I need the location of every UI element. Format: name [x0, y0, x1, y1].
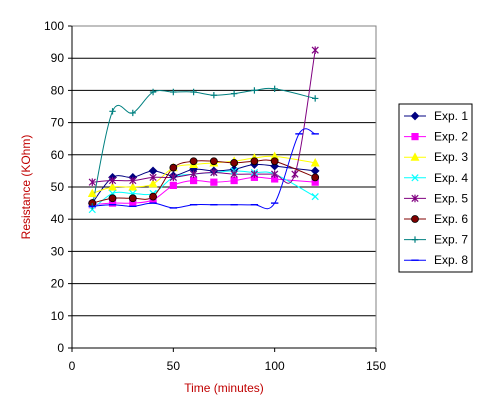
data-point-exp-5: [108, 176, 117, 185]
legend-entries: Exp. 1 Exp. 2 Exp. 3 Exp. 4 Exp. 5 Exp. 6 Exp.…: [404, 109, 468, 267]
legend-marker-exp-2: [411, 132, 419, 141]
data-point-exp-3: [310, 157, 320, 167]
data-point-exp-5: [129, 176, 137, 185]
data-point-exp-6: [230, 158, 239, 167]
legend-label: Exp. 3: [434, 150, 468, 164]
legend-item-exp-5: Exp. 5: [404, 191, 468, 205]
data-point-exp-5: [291, 170, 299, 178]
y-tick-label: 30: [51, 244, 65, 258]
data-point-exp-2: [210, 178, 218, 186]
data-point-exp-3: [148, 178, 158, 188]
data-point-exp-5: [311, 46, 319, 54]
data-point-exp-6: [108, 194, 117, 203]
data-point-exp-6: [128, 194, 137, 203]
series-markers: [87, 46, 320, 214]
legend-label: Exp. 7: [434, 233, 468, 247]
legend-item-exp-3: Exp. 3: [404, 150, 468, 164]
y-tick-label: 20: [51, 277, 65, 291]
legend-label: Exp. 4: [434, 171, 468, 185]
data-point-exp-3: [87, 188, 97, 198]
data-point-exp-7: [271, 85, 278, 92]
data-point-exp-1: [270, 161, 280, 171]
data-point-exp-6: [311, 173, 320, 182]
data-point-exp-7: [129, 109, 136, 117]
legend-item-exp-4: Exp. 4: [404, 171, 468, 185]
data-point-exp-2: [230, 176, 238, 185]
legend-label: Exp. 8: [434, 253, 468, 267]
legend-item-exp-6: Exp. 6: [404, 212, 468, 226]
data-point-exp-5: [230, 170, 238, 178]
legend-marker-exp-5: [411, 194, 419, 203]
data-point-exp-7: [190, 88, 197, 96]
data-point-exp-6: [250, 157, 259, 166]
data-point-exp-6: [189, 157, 198, 166]
data-point-exp-6: [209, 157, 218, 166]
x-tick-label: 150: [366, 359, 386, 373]
y-tick-labels: 0 10 20 30 40 50 60 70 80 90 100: [44, 19, 64, 355]
legend-label: Exp. 1: [434, 109, 468, 123]
x-tick-label: 50: [167, 359, 181, 373]
data-point-exp-2: [189, 176, 198, 185]
x-tick-label: 0: [69, 359, 76, 373]
data-point-exp-7: [109, 108, 116, 115]
legend-item-exp-1: Exp. 1: [404, 109, 468, 123]
x-tick-label: 100: [265, 359, 285, 373]
y-tick-label: 70: [51, 116, 65, 130]
y-tick-label: 60: [51, 148, 65, 162]
y-tick-label: 100: [44, 19, 64, 33]
data-point-exp-5: [169, 173, 177, 182]
data-point-exp-7: [210, 92, 218, 99]
data-point-exp-6: [169, 163, 178, 172]
data-point-exp-5: [189, 170, 198, 178]
data-point-exp-7: [149, 88, 157, 96]
y-axis-title: Resistance (KOhm): [19, 135, 33, 240]
data-point-exp-7: [251, 87, 258, 94]
legend-item-exp-8: Exp. 8: [404, 253, 468, 267]
y-tick-label: 10: [51, 309, 65, 323]
legend-marker-exp-3: [410, 152, 420, 161]
data-point-exp-5: [149, 173, 157, 182]
data-point-exp-7: [170, 88, 177, 96]
legend-marker-exp-6: [411, 215, 419, 223]
data-point-exp-5: [250, 170, 259, 178]
y-tick-label: 80: [51, 83, 65, 97]
legend-marker-exp-1: [410, 111, 420, 121]
x-axis-title: Time (minutes): [184, 381, 264, 395]
legend-label: Exp. 5: [434, 191, 468, 205]
y-tick-label: 0: [57, 341, 64, 355]
data-point-exp-5: [271, 170, 279, 178]
legend-marker-exp-7: [411, 236, 419, 243]
legend: Exp. 1 Exp. 2 Exp. 3 Exp. 4 Exp. 5 Exp. 6 Exp.…: [398, 103, 473, 273]
x-tick-labels: 0 50 100 150: [69, 359, 387, 373]
axes: [68, 25, 377, 352]
y-tick-label: 90: [51, 51, 65, 65]
data-point-exp-5: [210, 168, 218, 177]
data-point-exp-5: [88, 178, 96, 186]
data-point-exp-3: [128, 182, 138, 191]
legend-label: Exp. 2: [434, 130, 468, 144]
legend-item-exp-7: Exp. 7: [404, 233, 468, 247]
data-point-exp-6: [149, 192, 157, 201]
y-tick-label: 50: [51, 180, 65, 194]
legend-box: [398, 103, 473, 273]
data-point-exp-4: [311, 193, 319, 201]
data-point-exp-6: [270, 157, 279, 166]
data-point-exp-7: [312, 95, 319, 102]
data-point-exp-2: [169, 181, 177, 189]
data-point-exp-7: [230, 90, 238, 97]
legend-marker-exp-4: [411, 174, 419, 182]
legend-item-exp-2: Exp. 2: [404, 130, 468, 144]
y-tick-label: 40: [51, 212, 65, 226]
data-point-exp-4: [88, 205, 96, 214]
data-point-exp-3: [108, 182, 117, 191]
legend-label: Exp. 6: [434, 212, 468, 226]
